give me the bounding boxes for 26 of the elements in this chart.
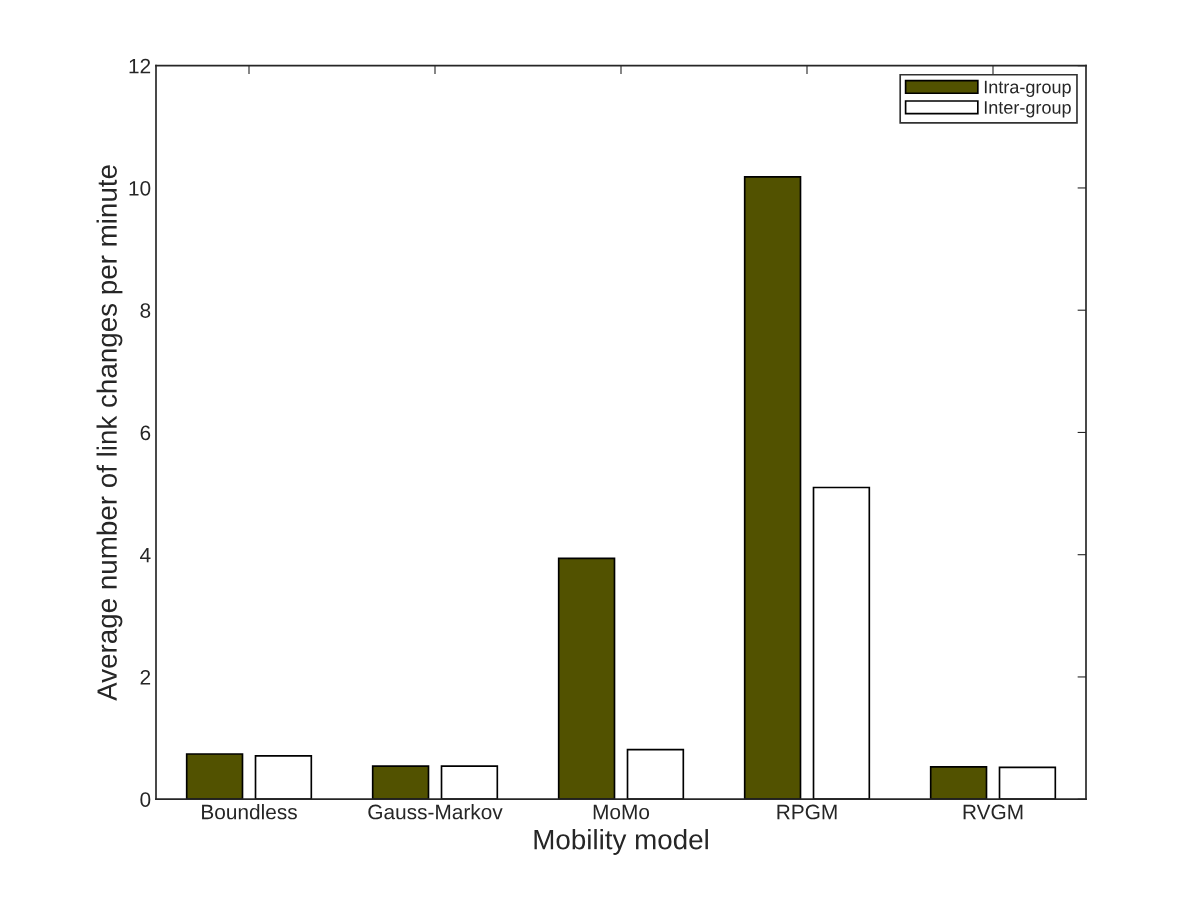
bar	[371, 765, 430, 800]
bar	[743, 176, 802, 800]
bar	[998, 766, 1057, 800]
bar	[185, 753, 244, 800]
bar	[254, 754, 313, 800]
x-tick-label: RVGM	[963, 804, 1023, 820]
bar	[557, 557, 616, 800]
x-tick-label: Boundless	[202, 804, 297, 820]
y-tick-label: 12	[129, 58, 151, 74]
legend-label: Inter-group	[984, 101, 1071, 118]
y-tick-label: 0	[140, 792, 151, 807]
bar	[812, 486, 871, 800]
y-tick-label: 2	[140, 669, 151, 685]
y-axis-title: Average number of link changes per minute	[96, 165, 123, 701]
x-tick-label: MoMo	[593, 804, 650, 820]
y-tick-label: 6	[140, 425, 151, 441]
bar	[929, 765, 988, 800]
legend-label: Intra-group	[984, 80, 1071, 97]
x-axis-title: Mobility model	[534, 829, 708, 855]
x-tick-label: RPGM	[777, 804, 837, 820]
x-tick-label: Gauss-Markov	[368, 804, 503, 820]
y-tick-label: 4	[140, 547, 151, 563]
y-tick-label: 8	[140, 303, 151, 318]
bar	[440, 765, 499, 800]
y-tick-label: 10	[129, 180, 151, 196]
bar	[626, 748, 685, 800]
